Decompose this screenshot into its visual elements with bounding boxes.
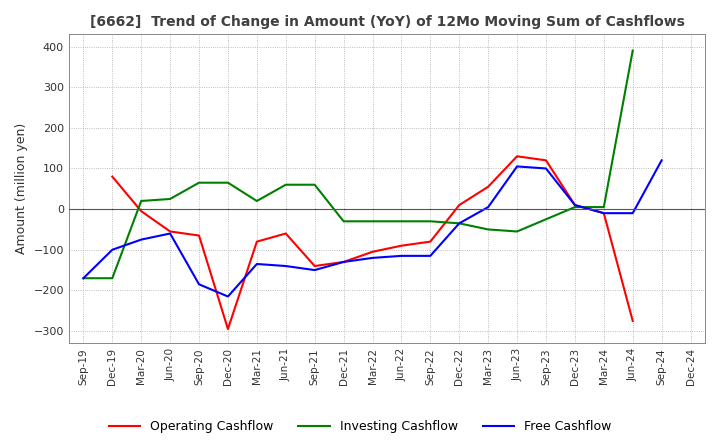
Investing Cashflow (600, 205, 608, 210)
Operating Cashflow (570, 202, 579, 208)
Investing Cashflow (79, 275, 88, 281)
Operating Cashflow (541, 158, 550, 163)
Free Cashflow (455, 221, 464, 226)
Operating Cashflow (455, 202, 464, 208)
Line: Free Cashflow: Free Cashflow (84, 160, 662, 297)
Operating Cashflow (339, 259, 348, 264)
Investing Cashflow (629, 48, 637, 53)
Free Cashflow (629, 210, 637, 216)
Operating Cashflow (194, 233, 203, 238)
Investing Cashflow (397, 219, 406, 224)
Free Cashflow (368, 255, 377, 260)
Investing Cashflow (455, 221, 464, 226)
Free Cashflow (108, 247, 117, 253)
Free Cashflow (397, 253, 406, 258)
Operating Cashflow (310, 264, 319, 269)
Investing Cashflow (310, 182, 319, 187)
Investing Cashflow (426, 219, 435, 224)
Free Cashflow (339, 259, 348, 264)
Free Cashflow (137, 237, 145, 242)
Operating Cashflow (253, 239, 261, 244)
Operating Cashflow (166, 229, 174, 234)
Operating Cashflow (397, 243, 406, 248)
Investing Cashflow (166, 196, 174, 202)
Investing Cashflow (484, 227, 492, 232)
Free Cashflow (600, 210, 608, 216)
Free Cashflow (426, 253, 435, 258)
Free Cashflow (570, 202, 579, 208)
Free Cashflow (253, 261, 261, 267)
Line: Operating Cashflow: Operating Cashflow (112, 156, 633, 329)
Free Cashflow (194, 282, 203, 287)
Operating Cashflow (224, 326, 233, 332)
Operating Cashflow (426, 239, 435, 244)
Investing Cashflow (194, 180, 203, 185)
Free Cashflow (541, 166, 550, 171)
Operating Cashflow (484, 184, 492, 189)
Investing Cashflow (513, 229, 521, 234)
Investing Cashflow (282, 182, 290, 187)
Operating Cashflow (513, 154, 521, 159)
Investing Cashflow (108, 275, 117, 281)
Free Cashflow (282, 264, 290, 269)
Operating Cashflow (137, 209, 145, 214)
Free Cashflow (224, 294, 233, 299)
Investing Cashflow (224, 180, 233, 185)
Operating Cashflow (368, 249, 377, 254)
Operating Cashflow (108, 174, 117, 179)
Line: Investing Cashflow: Investing Cashflow (84, 51, 633, 278)
Investing Cashflow (541, 216, 550, 222)
Free Cashflow (79, 275, 88, 281)
Free Cashflow (657, 158, 666, 163)
Y-axis label: Amount (million yen): Amount (million yen) (15, 123, 28, 254)
Free Cashflow (166, 231, 174, 236)
Operating Cashflow (629, 318, 637, 323)
Investing Cashflow (368, 219, 377, 224)
Legend: Operating Cashflow, Investing Cashflow, Free Cashflow: Operating Cashflow, Investing Cashflow, … (104, 415, 616, 438)
Investing Cashflow (253, 198, 261, 204)
Free Cashflow (513, 164, 521, 169)
Title: [6662]  Trend of Change in Amount (YoY) of 12Mo Moving Sum of Cashflows: [6662] Trend of Change in Amount (YoY) o… (89, 15, 685, 29)
Investing Cashflow (570, 205, 579, 210)
Free Cashflow (484, 205, 492, 210)
Operating Cashflow (600, 210, 608, 216)
Free Cashflow (310, 268, 319, 273)
Investing Cashflow (137, 198, 145, 204)
Operating Cashflow (282, 231, 290, 236)
Investing Cashflow (339, 219, 348, 224)
